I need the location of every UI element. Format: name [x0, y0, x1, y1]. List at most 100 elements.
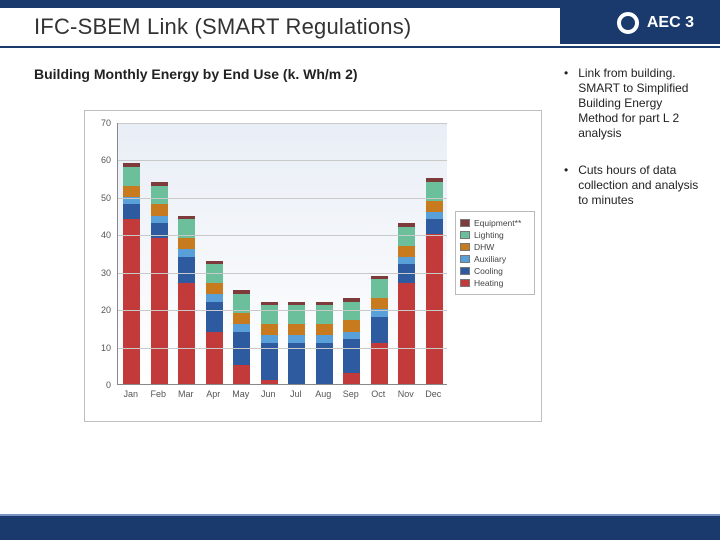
legend-swatch-icon — [460, 243, 470, 251]
legend-item-cooling: Cooling — [460, 266, 530, 276]
chart-bar-segment-heating — [398, 283, 415, 384]
chart-bar-segment-auxiliary — [288, 335, 305, 342]
chart-bar-segment-dhw — [316, 324, 333, 335]
legend-item-equipment: Equipment** — [460, 218, 530, 228]
chart-bar-segment-cooling — [288, 343, 305, 384]
chart-bar-segment-dhw — [288, 324, 305, 335]
legend-item-dhw: DHW — [460, 242, 530, 252]
chart-bar-segment-heating — [123, 219, 140, 384]
chart-bar-segment-cooling — [178, 257, 195, 283]
chart-xtick-label: Mar — [178, 389, 194, 399]
chart-bar-segment-dhw — [398, 246, 415, 257]
chart-bar-segment-heating — [178, 283, 195, 384]
legend-swatch-icon — [460, 255, 470, 263]
chart-bars — [118, 123, 447, 384]
chart-bar — [178, 216, 195, 384]
chart-bar — [288, 302, 305, 384]
chart-bar-segment-auxiliary — [426, 212, 443, 219]
chart-bar-segment-cooling — [426, 219, 443, 234]
chart-bar-segment-dhw — [178, 238, 195, 249]
chart-gridline — [118, 273, 447, 274]
slide-bullets: • Link from building. SMART to Simplifie… — [564, 66, 704, 230]
chart-bar-segment-heating — [371, 343, 388, 384]
chart-xtick-label: Dec — [425, 389, 441, 399]
chart-bar-segment-auxiliary — [316, 335, 333, 342]
chart-bar-segment-dhw — [371, 298, 388, 309]
legend-label: Auxiliary — [474, 254, 506, 264]
chart-gridline — [118, 348, 447, 349]
chart-xtick-label: Apr — [206, 389, 220, 399]
bullet-marker-icon: • — [564, 66, 568, 141]
chart-ytick-label: 60 — [85, 155, 111, 165]
chart-legend: Equipment** Lighting DHW Auxiliary Cooling He… — [455, 211, 535, 295]
bullet-marker-icon: • — [564, 163, 568, 208]
bullet-item: • Cuts hours of data collection and anal… — [564, 163, 704, 208]
chart-xtick-label: Jul — [290, 389, 302, 399]
chart-bar-segment-cooling — [343, 339, 360, 373]
chart-bar — [398, 223, 415, 384]
chart-bar-segment-auxiliary — [151, 216, 168, 223]
chart-xtick-label: Sep — [343, 389, 359, 399]
legend-swatch-icon — [460, 279, 470, 287]
chart-bar-segment-dhw — [151, 204, 168, 215]
chart-bar — [261, 302, 278, 384]
chart-bar-segment-dhw — [343, 320, 360, 331]
bullet-text: Link from building. SMART to Simplified … — [578, 66, 704, 141]
brand-logo-mark-icon — [617, 12, 639, 34]
energy-chart: JanFebMarAprMayJunJulAugSepOctNovDec Equ… — [84, 110, 542, 422]
chart-bar — [206, 261, 223, 384]
chart-bar-segment-lighting — [316, 305, 333, 324]
chart-bar-segment-lighting — [371, 279, 388, 298]
legend-item-lighting: Lighting — [460, 230, 530, 240]
header-rule — [0, 46, 720, 48]
chart-gridline — [118, 123, 447, 124]
slide-header: IFC-SBEM Link (SMART Regulations) AEC 3 — [0, 0, 720, 56]
chart-ytick-label: 40 — [85, 230, 111, 240]
legend-item-auxiliary: Auxiliary — [460, 254, 530, 264]
chart-ytick-label: 20 — [85, 305, 111, 315]
chart-bar-segment-cooling — [316, 343, 333, 384]
legend-swatch-icon — [460, 219, 470, 227]
chart-bar-segment-lighting — [151, 186, 168, 205]
chart-xtick-label: Aug — [315, 389, 331, 399]
legend-swatch-icon — [460, 267, 470, 275]
chart-bar-segment-dhw — [233, 313, 250, 324]
chart-bar — [371, 276, 388, 384]
chart-xlabels: JanFebMarAprMayJunJulAugSepOctNovDec — [117, 389, 447, 405]
legend-label: Lighting — [474, 230, 504, 240]
chart-bar-segment-dhw — [206, 283, 223, 294]
legend-label: Heating — [474, 278, 503, 288]
chart-xtick-label: Feb — [150, 389, 166, 399]
chart-gridline — [118, 310, 447, 311]
chart-ytick-label: 10 — [85, 343, 111, 353]
chart-bar — [426, 178, 443, 384]
slide-title: IFC-SBEM Link (SMART Regulations) — [34, 14, 411, 40]
brand-logo-text: AEC 3 — [645, 13, 694, 33]
chart-xtick-label: Nov — [398, 389, 414, 399]
legend-item-heating: Heating — [460, 278, 530, 288]
chart-bar-segment-heating — [343, 373, 360, 384]
chart-ytick-label: 70 — [85, 118, 111, 128]
brand-logo: AEC 3 — [617, 12, 694, 34]
bullet-item: • Link from building. SMART to Simplifie… — [564, 66, 704, 141]
chart-bar-segment-lighting — [288, 305, 305, 324]
chart-xtick-label: Jan — [123, 389, 138, 399]
chart-ytick-label: 50 — [85, 193, 111, 203]
legend-label: Equipment** — [474, 218, 521, 228]
chart-gridline — [118, 198, 447, 199]
chart-xtick-label: May — [232, 389, 249, 399]
chart-bar-segment-lighting — [123, 167, 140, 186]
chart-xtick-label: Oct — [371, 389, 385, 399]
chart-bar-segment-auxiliary — [343, 332, 360, 339]
chart-bar-segment-cooling — [123, 204, 140, 219]
chart-bar-segment-dhw — [426, 201, 443, 212]
chart-bar-segment-lighting — [261, 305, 278, 324]
chart-bar-segment-heating — [206, 332, 223, 384]
legend-label: Cooling — [474, 266, 503, 276]
chart-ytick-label: 30 — [85, 268, 111, 278]
chart-gridline — [118, 160, 447, 161]
chart-gridline — [118, 235, 447, 236]
bullet-text: Cuts hours of data collection and analys… — [578, 163, 704, 208]
chart-ytick-label: 0 — [85, 380, 111, 390]
chart-title: Building Monthly Energy by End Use (k. W… — [34, 66, 358, 82]
